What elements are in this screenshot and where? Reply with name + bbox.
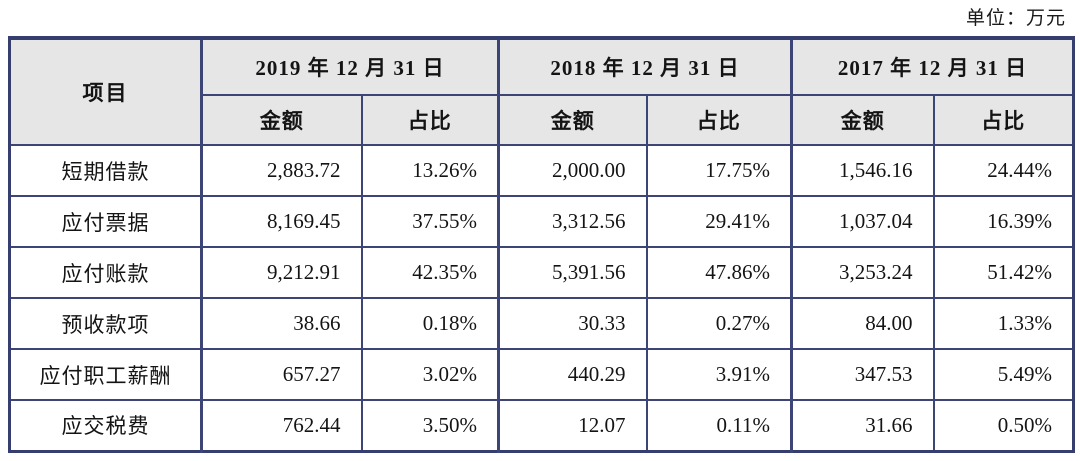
cell-ratio-2019: 42.35%: [360, 246, 500, 299]
cell-amount-2017: 84.00: [790, 297, 935, 350]
cell-ratio-2018: 29.41%: [645, 195, 793, 248]
cell-ratio-2017: 1.33%: [932, 297, 1075, 350]
cell-ratio-2017: 24.44%: [932, 144, 1075, 197]
column-group-2019: 2019 年 12 月 31 日: [200, 37, 500, 96]
column-header-amount-2018: 金额: [497, 94, 648, 146]
table-row: 应交税费 762.44 3.50% 12.07 0.11% 31.66 0.50…: [8, 399, 1075, 452]
row-item-label: 应付职工薪酬: [8, 348, 203, 401]
row-item-label: 短期借款: [8, 144, 203, 197]
cell-ratio-2018: 0.27%: [645, 297, 793, 350]
cell-amount-2017: 347.53: [790, 348, 935, 401]
cell-ratio-2018: 3.91%: [645, 348, 793, 401]
cell-amount-2019: 38.66: [200, 297, 363, 350]
cell-amount-2018: 3,312.56: [497, 195, 648, 248]
cell-ratio-2017: 5.49%: [932, 348, 1075, 401]
cell-amount-2018: 2,000.00: [497, 144, 648, 197]
cell-amount-2018: 440.29: [497, 348, 648, 401]
cell-amount-2019: 9,212.91: [200, 246, 363, 299]
cell-amount-2018: 30.33: [497, 297, 648, 350]
cell-amount-2017: 1,037.04: [790, 195, 935, 248]
column-header-ratio-2019: 占比: [360, 94, 500, 146]
cell-ratio-2019: 13.26%: [360, 144, 500, 197]
cell-ratio-2019: 3.02%: [360, 348, 500, 401]
cell-amount-2019: 2,883.72: [200, 144, 363, 197]
column-group-2017: 2017 年 12 月 31 日: [790, 37, 1075, 96]
cell-ratio-2018: 0.11%: [645, 399, 793, 452]
cell-ratio-2018: 17.75%: [645, 144, 793, 197]
cell-ratio-2017: 51.42%: [932, 246, 1075, 299]
table-row: 应付票据 8,169.45 37.55% 3,312.56 29.41% 1,0…: [8, 195, 1075, 248]
cell-amount-2018: 12.07: [497, 399, 648, 452]
unit-label: 单位：万元: [965, 8, 1066, 29]
cell-amount-2019: 657.27: [200, 348, 363, 401]
cell-amount-2019: 8,169.45: [200, 195, 363, 248]
cell-ratio-2017: 0.50%: [932, 399, 1075, 452]
column-header-ratio-2017: 占比: [932, 94, 1075, 146]
cell-amount-2019: 762.44: [200, 399, 363, 452]
column-header-ratio-2018: 占比: [645, 94, 793, 146]
column-header-amount-2017: 金额: [790, 94, 935, 146]
cell-amount-2018: 5,391.56: [497, 246, 648, 299]
table-row: 应付职工薪酬 657.27 3.02% 440.29 3.91% 347.53 …: [8, 348, 1075, 401]
table-row: 短期借款 2,883.72 13.26% 2,000.00 17.75% 1,5…: [8, 144, 1075, 197]
cell-amount-2017: 31.66: [790, 399, 935, 452]
row-item-label: 应付票据: [8, 195, 203, 248]
cell-ratio-2019: 0.18%: [360, 297, 500, 350]
table-row: 预收款项 38.66 0.18% 30.33 0.27% 84.00 1.33%: [8, 297, 1075, 350]
column-header-amount-2019: 金额: [200, 94, 363, 146]
column-header-item: 项目: [8, 37, 203, 146]
column-group-2018: 2018 年 12 月 31 日: [497, 37, 793, 96]
liabilities-table: 项目 2019 年 12 月 31 日 2018 年 12 月 31 日 201…: [8, 36, 1075, 453]
cell-ratio-2018: 47.86%: [645, 246, 793, 299]
table-header-row-dates: 项目 2019 年 12 月 31 日 2018 年 12 月 31 日 201…: [8, 37, 1075, 146]
row-item-label: 预收款项: [8, 297, 203, 350]
table-header-row-subcolumns: 金额 占比 金额 占比 金额 占比: [10, 94, 1075, 146]
table-row: 应付账款 9,212.91 42.35% 5,391.56 47.86% 3,2…: [8, 246, 1075, 299]
cell-amount-2017: 3,253.24: [790, 246, 935, 299]
row-item-label: 应付账款: [8, 246, 203, 299]
cell-amount-2017: 1,546.16: [790, 144, 935, 197]
cell-ratio-2017: 16.39%: [932, 195, 1075, 248]
cell-ratio-2019: 37.55%: [360, 195, 500, 248]
cell-ratio-2019: 3.50%: [360, 399, 500, 452]
row-item-label: 应交税费: [8, 399, 203, 452]
